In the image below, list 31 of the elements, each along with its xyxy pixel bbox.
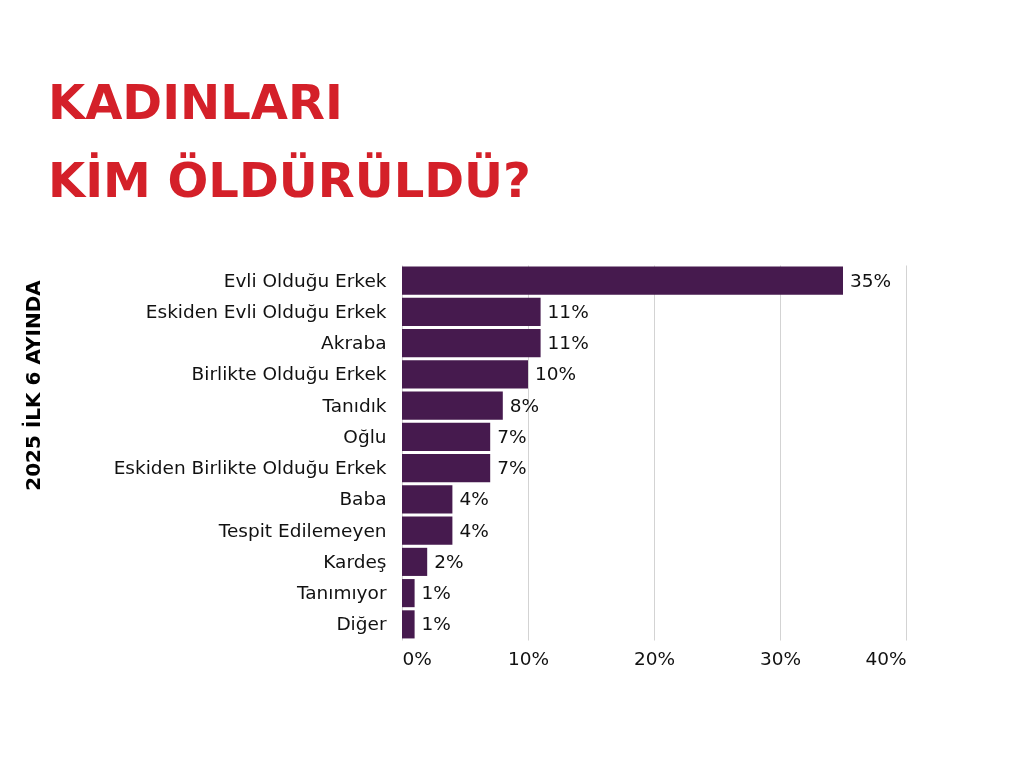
data-label: 1% xyxy=(421,613,451,635)
chart-title: KADINLARI KİM ÖLDÜRÜLDÜ? xyxy=(48,74,531,208)
y-tick-label: Tanımıyor xyxy=(296,582,387,604)
x-tick-label: 30% xyxy=(759,647,802,669)
data-label: 7% xyxy=(497,457,527,479)
y-tick-label: Akraba xyxy=(321,332,387,354)
data-label: 35% xyxy=(850,269,892,291)
data-label: 4% xyxy=(459,519,489,541)
data-label: 4% xyxy=(459,488,489,510)
data-label: 2% xyxy=(434,550,464,572)
y-tick-label: Eskiden Birlikte Olduğu Erkek xyxy=(113,457,387,479)
data-label: 10% xyxy=(535,363,577,385)
x-tick-label: 10% xyxy=(507,647,550,669)
y-tick-label: Oğlu xyxy=(343,425,387,447)
x-tick-label: 20% xyxy=(633,647,676,669)
y-tick-label: Eskiden Evli Olduğu Erkek xyxy=(145,300,387,322)
y-tick-label: Birlikte Olduğu Erkek xyxy=(191,363,387,385)
y-tick-label: Kardeş xyxy=(323,550,387,572)
y-tick-label: Tespit Edilemeyen xyxy=(217,519,387,541)
x-tick-label: 0% xyxy=(402,647,432,669)
y-axis-title: 2025 İLK 6 AYINDA xyxy=(20,279,45,491)
x-tick-label: 40% xyxy=(865,647,907,669)
data-label: 8% xyxy=(509,394,540,416)
y-tick-label: Evli Olduğu Erkek xyxy=(223,269,387,291)
y-tick-label: Tanıdık xyxy=(321,394,387,416)
data-label: 7% xyxy=(497,425,527,447)
data-label: 11% xyxy=(547,332,589,354)
y-tick-label: Baba xyxy=(339,488,387,510)
data-label: 11% xyxy=(547,300,589,322)
data-label: 1% xyxy=(421,582,451,604)
y-tick-label: Diğer xyxy=(336,613,387,635)
